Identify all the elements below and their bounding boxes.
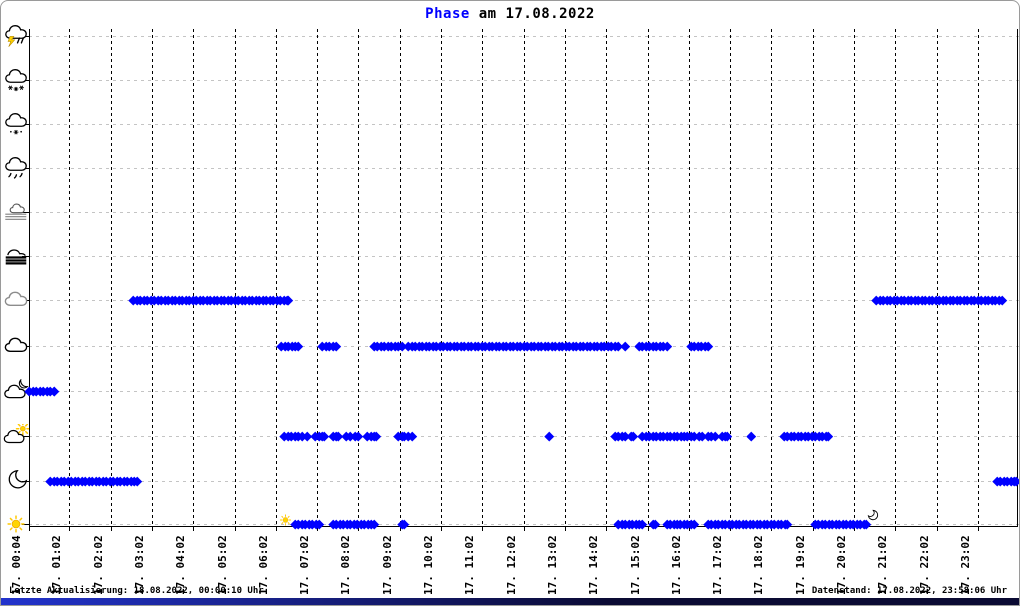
x-axis-tick xyxy=(564,526,566,531)
x-axis-tick xyxy=(523,526,525,531)
data-timestamp-text: Datenstand: 17.08.2022, 23:58:06 Uhr xyxy=(811,586,1007,596)
hour-grid-line xyxy=(812,29,814,526)
hour-grid-line xyxy=(895,29,897,526)
last-update-text: Letzte Aktualisierung: 18.08.2022, 00:00… xyxy=(9,586,264,596)
chart-title: Phase am 17.08.2022 xyxy=(1,6,1019,22)
hour-grid-line xyxy=(441,29,442,526)
x-axis-tick xyxy=(29,526,31,531)
hour-grid-line xyxy=(193,29,195,526)
x-axis-tick xyxy=(358,526,360,531)
data-point xyxy=(544,431,554,441)
data-point xyxy=(746,431,757,441)
hour-grid-line xyxy=(977,29,979,526)
x-axis-tick xyxy=(977,526,979,531)
fog-icon xyxy=(3,244,29,268)
x-axis-tick xyxy=(936,526,938,531)
sleet-icon xyxy=(3,112,29,136)
y-axis-tick xyxy=(22,524,29,525)
y-axis-left xyxy=(29,29,30,526)
x-axis-tick xyxy=(730,526,732,531)
x-axis-tick xyxy=(275,526,277,531)
x-axis-label: 17. 13:02 xyxy=(545,535,559,595)
x-axis-tick xyxy=(688,526,690,531)
bottom-bar xyxy=(1,598,1019,605)
hour-grid-line xyxy=(275,29,277,526)
x-axis-label: 17. 14:02 xyxy=(587,535,601,595)
x-axis-tick xyxy=(110,526,112,531)
x-axis-tick xyxy=(812,526,814,531)
x-axis-label: 17. 10:02 xyxy=(422,535,435,595)
x-axis-label: 17. 17:02 xyxy=(711,535,725,595)
x-axis-label: 17. 11:02 xyxy=(463,535,477,595)
hour-grid-line xyxy=(234,29,236,526)
x-axis-label: 17. 16:02 xyxy=(669,535,683,595)
hour-grid-line xyxy=(854,29,855,526)
x-axis-tick xyxy=(317,526,319,531)
hour-grid-line xyxy=(317,29,319,526)
hour-grid-line xyxy=(69,29,71,526)
x-axis-bottom xyxy=(29,526,1018,527)
x-axis-tick xyxy=(234,526,236,531)
cloud-sun-icon xyxy=(3,424,29,448)
x-axis-tick xyxy=(482,526,484,531)
x-axis-tick xyxy=(193,526,195,531)
x-axis-label: 17. 08:02 xyxy=(339,535,353,595)
data-point xyxy=(620,341,631,351)
hour-grid-line xyxy=(151,29,153,526)
rain-icon xyxy=(3,156,29,180)
hour-grid-line xyxy=(358,29,360,526)
mist-icon xyxy=(3,200,29,224)
hour-grid-line xyxy=(688,29,690,526)
y-axis-tick xyxy=(22,436,29,437)
x-axis-label: 17. 09:02 xyxy=(380,535,394,595)
hour-grid-line xyxy=(771,29,773,526)
chart-title-word: Phase xyxy=(425,6,470,22)
hour-grid-line xyxy=(482,29,484,526)
x-axis-tick xyxy=(606,526,608,531)
chart-title-date: am 17.08.2022 xyxy=(469,6,595,22)
cloudy-icon xyxy=(3,334,29,358)
x-axis-tick xyxy=(151,526,153,531)
hour-grid-line xyxy=(647,29,649,526)
sunset-moon-marker xyxy=(867,508,881,527)
snow-icon xyxy=(3,68,29,92)
x-axis-label: 17. 15:02 xyxy=(628,535,642,595)
hour-grid-line xyxy=(399,29,401,526)
hour-grid-line xyxy=(936,29,938,526)
hour-grid-line xyxy=(523,29,525,526)
hour-grid-line xyxy=(110,29,112,526)
x-axis-tick xyxy=(441,526,442,531)
x-axis-tick xyxy=(399,526,401,531)
x-axis-tick xyxy=(854,526,855,531)
overcast-icon xyxy=(3,288,29,312)
x-axis-label: 17. 18:02 xyxy=(752,535,766,595)
hour-grid-line xyxy=(730,29,732,526)
x-axis-tick xyxy=(895,526,897,531)
thunderstorm-rain-icon xyxy=(3,24,29,48)
y-axis-tick xyxy=(22,212,29,213)
hour-grid-line xyxy=(606,29,608,526)
x-axis-tick xyxy=(69,526,71,531)
x-axis-label: 17. 19:02 xyxy=(793,535,807,595)
y-axis-right xyxy=(1017,29,1018,526)
moon-icon xyxy=(3,469,29,493)
sun-icon xyxy=(3,512,29,536)
sunrise-sun-marker xyxy=(277,512,294,532)
hour-grid-line xyxy=(564,29,566,526)
x-axis-label: 17. 12:02 xyxy=(504,535,518,595)
cloud-moon-icon xyxy=(3,379,29,403)
x-axis-tick xyxy=(647,526,649,531)
x-axis-label: 17. 07:02 xyxy=(298,535,312,595)
x-axis-tick xyxy=(771,526,773,531)
